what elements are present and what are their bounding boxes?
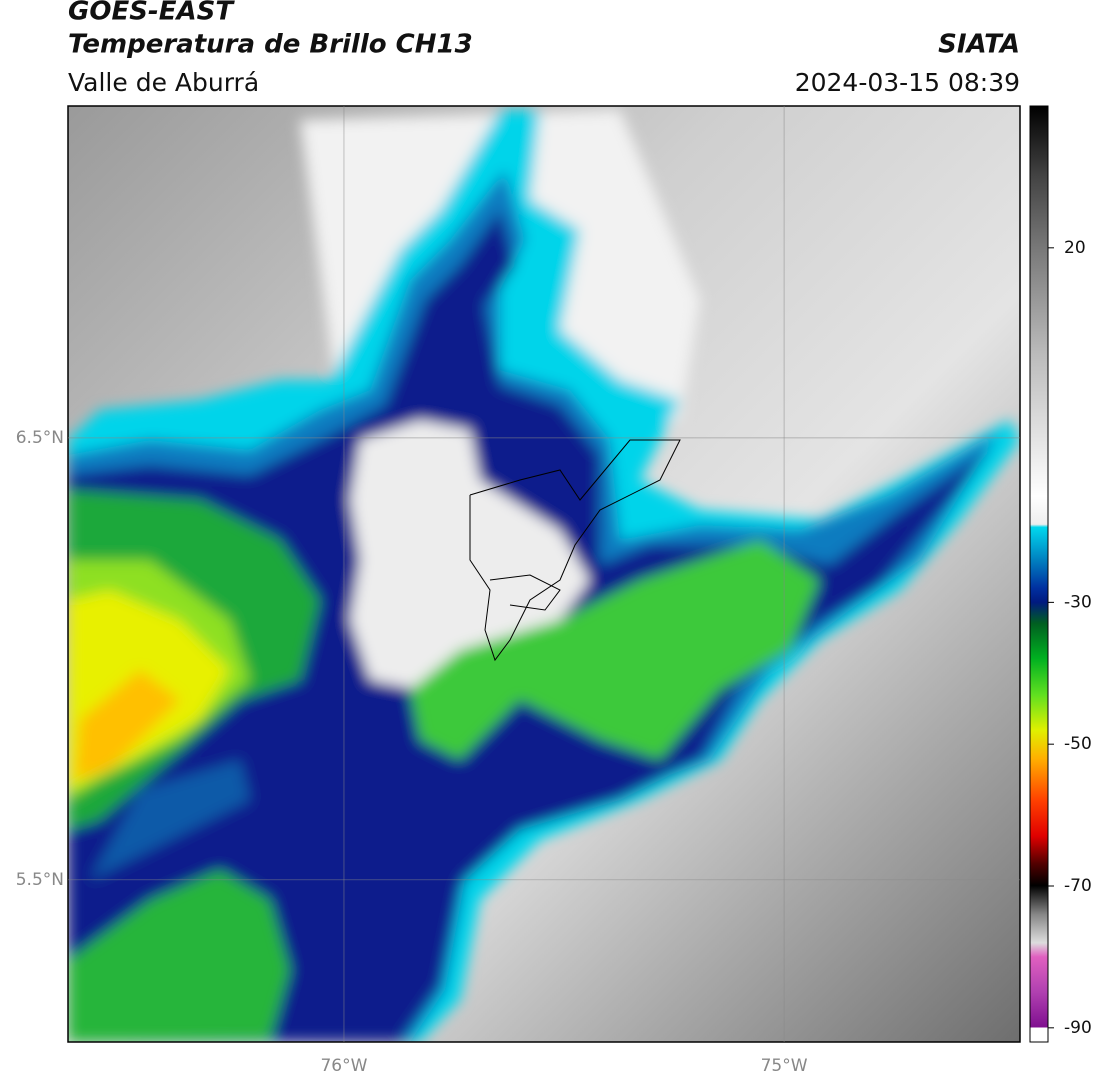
colorbar-tick-label: -30 [1064, 592, 1092, 612]
map-frame [67, 105, 1021, 1043]
lat-label: 6.5°N [16, 428, 64, 448]
region: Valle de Aburrá [68, 68, 259, 97]
lat-label: 5.5°N [16, 870, 64, 890]
satellite: GOES-EAST [68, 0, 235, 27]
colorbar-tick-label: -90 [1064, 1018, 1092, 1038]
datetime: 2024-03-15 08:39 [795, 68, 1020, 97]
colorbar [1029, 105, 1049, 1043]
lon-label: 76°W [320, 1056, 367, 1076]
colorbar-tick-label: 20 [1064, 238, 1086, 258]
colorbar-tick-label: -50 [1064, 734, 1092, 754]
source: SIATA [938, 30, 1020, 60]
product: Temperatura de Brillo CH13 [68, 30, 473, 60]
map-imagery [68, 106, 1020, 1042]
colorbar-tick-label: -70 [1064, 876, 1092, 896]
lon-label: 75°W [761, 1056, 808, 1076]
